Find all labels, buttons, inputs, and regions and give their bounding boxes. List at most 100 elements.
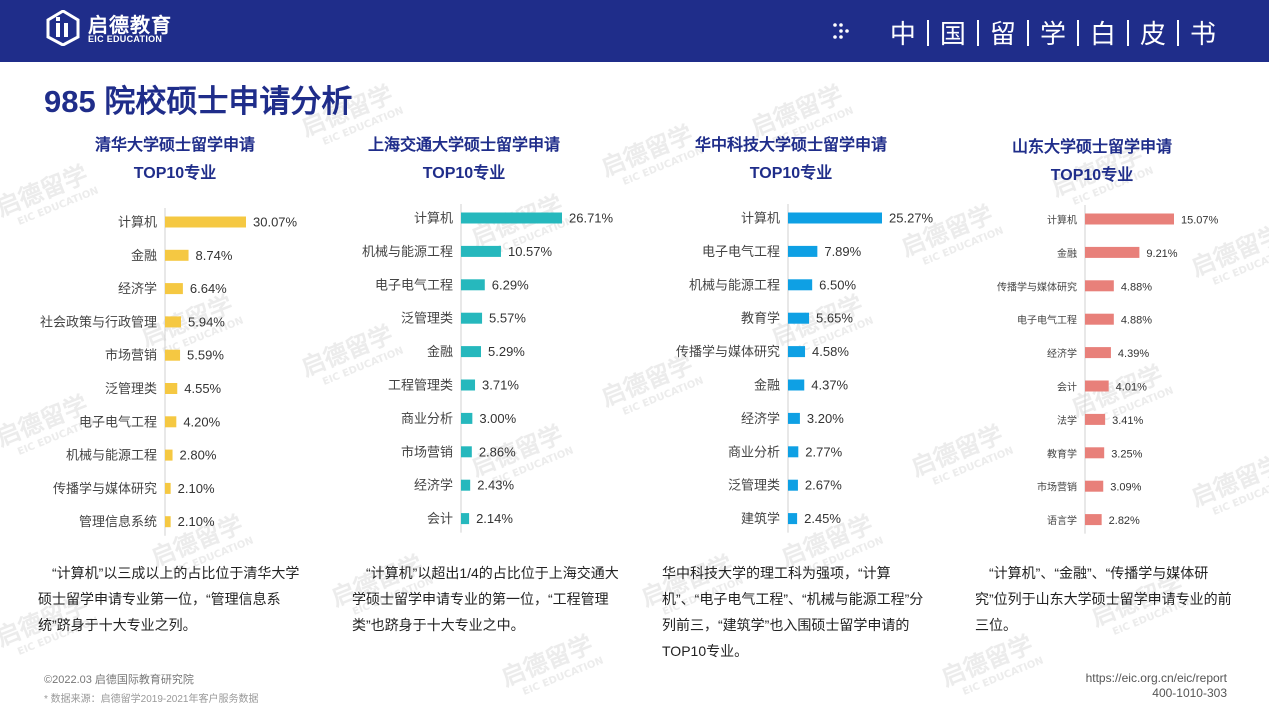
phone-number: 400-1010-303: [1152, 686, 1227, 700]
bar: [461, 346, 482, 358]
category-tick-label: 教育学: [741, 311, 780, 326]
data-label: 4.58%: [812, 344, 849, 359]
data-label: 5.94%: [188, 314, 225, 329]
bar: [1085, 413, 1106, 425]
series-char: 书: [1189, 19, 1216, 49]
bar: [788, 279, 813, 291]
bar: [165, 383, 178, 394]
data-label: 2.77%: [805, 444, 842, 459]
data-label: 3.71%: [482, 378, 519, 393]
bar: [788, 212, 882, 224]
bar: [788, 513, 798, 525]
description-sdu: “计算机”、“金融”、“传播学与媒体研究”位列于山东大学硕士留学申请专业的前三位…: [975, 565, 1232, 633]
category-tick-label: 机械与能源工程: [689, 277, 780, 292]
data-source-note: * 数据来源：启德留学2019-2021年客户服务数据: [44, 694, 259, 705]
bar: [461, 513, 470, 525]
category-tick-label: 社会政策与行政管理: [40, 314, 157, 329]
category-tick-label: 金融: [1057, 247, 1077, 260]
bar: [165, 216, 246, 228]
data-label: 5.65%: [816, 311, 853, 326]
category-tick-label: 机械与能源工程: [362, 244, 453, 259]
series-divider: [1026, 19, 1029, 46]
bar: [165, 249, 189, 261]
chart-title-sjtu: 上海交通大学硕士留学申请 TOP10专业: [354, 132, 574, 188]
bar: [1085, 313, 1114, 325]
header-bar: 启德教育 EIC EDUCATION 中国留学白皮书: [0, 0, 1269, 62]
chart-subtitle: TOP10专业: [422, 165, 506, 182]
category-tick-label: 管理信息系统: [79, 514, 157, 529]
data-label: 5.59%: [187, 348, 224, 363]
category-tick-label: 传播学与媒体研究: [997, 280, 1077, 293]
data-label: 8.74%: [196, 248, 233, 263]
bar: [165, 283, 183, 295]
category-tick-label: 经济学: [1047, 347, 1077, 360]
bar: [461, 379, 476, 391]
series-divider: [1076, 19, 1079, 46]
data-label: 3.09%: [1110, 482, 1141, 494]
data-label: 30.07%: [253, 215, 298, 230]
bar: [165, 516, 171, 528]
bar: [788, 245, 818, 257]
category-tick-label: 传播学与媒体研究: [676, 344, 780, 359]
data-label: 6.50%: [819, 277, 856, 292]
data-label: 2.86%: [479, 444, 516, 459]
category-tick-label: 电子电气工程: [1017, 314, 1077, 327]
category-tick-label: 经济学: [414, 478, 453, 493]
bar: [1085, 213, 1174, 225]
data-label: 3.41%: [1112, 415, 1143, 427]
bar: [788, 379, 805, 391]
bar: [165, 416, 177, 428]
category-tick-label: 会计: [1057, 381, 1077, 394]
bar: [1085, 246, 1140, 258]
data-label: 6.64%: [190, 281, 227, 296]
series-divider: [926, 19, 929, 46]
series-char: 中: [889, 19, 916, 49]
bar: [461, 245, 501, 257]
series-char: 留: [989, 19, 1016, 49]
category-tick-label: 电子电气工程: [375, 277, 453, 292]
bar: [165, 449, 173, 461]
data-label: 10.57%: [508, 244, 553, 259]
series-char: 皮: [1139, 19, 1166, 49]
data-label: 4.88%: [1121, 315, 1152, 327]
chart-subtitle: TOP10专业: [133, 165, 217, 182]
category-tick-label: 语言学: [1047, 514, 1077, 527]
report-url-link[interactable]: https://eic.org.cn/eic/report: [1085, 671, 1227, 685]
bar: [788, 479, 798, 491]
data-label: 4.01%: [1116, 382, 1147, 394]
chart-title: 上海交通大学硕士留学申请: [367, 137, 560, 154]
data-label: 4.55%: [184, 381, 221, 396]
bar: [1085, 514, 1102, 526]
category-tick-label: 金融: [754, 378, 780, 393]
series-divider: [1126, 19, 1129, 46]
bar: [1085, 280, 1114, 292]
chart-subtitle: TOP10专业: [749, 165, 833, 182]
category-tick-label: 传播学与媒体研究: [53, 481, 157, 496]
data-label: 25.27%: [889, 211, 934, 226]
category-tick-label: 金融: [427, 344, 453, 359]
chart-title: 清华大学硕士留学申请: [94, 137, 255, 154]
data-label: 3.20%: [807, 411, 844, 426]
bar: [788, 346, 806, 358]
brand-name-en: EIC EDUCATION: [88, 34, 163, 44]
dots-icon: [833, 23, 849, 39]
series-title: 中国留学白皮书: [879, 14, 1227, 51]
bar: [461, 279, 485, 291]
bar: [165, 482, 171, 494]
data-label: 9.21%: [1146, 248, 1177, 260]
category-tick-label: 电子电气工程: [79, 414, 157, 429]
category-tick-label: 会计: [427, 511, 453, 526]
series-char: 白: [1089, 19, 1116, 49]
category-tick-label: 法学: [1057, 414, 1077, 427]
data-label: 2.67%: [805, 478, 842, 493]
category-tick-label: 电子电气工程: [702, 244, 780, 259]
category-tick-label: 金融: [131, 248, 157, 263]
category-tick-label: 计算机: [1047, 214, 1077, 227]
bar: [165, 349, 181, 361]
bar: [788, 446, 799, 458]
data-label: 2.45%: [804, 511, 841, 526]
data-label: 4.39%: [1118, 348, 1149, 360]
bar: [461, 412, 473, 424]
series-char: 学: [1039, 19, 1066, 49]
